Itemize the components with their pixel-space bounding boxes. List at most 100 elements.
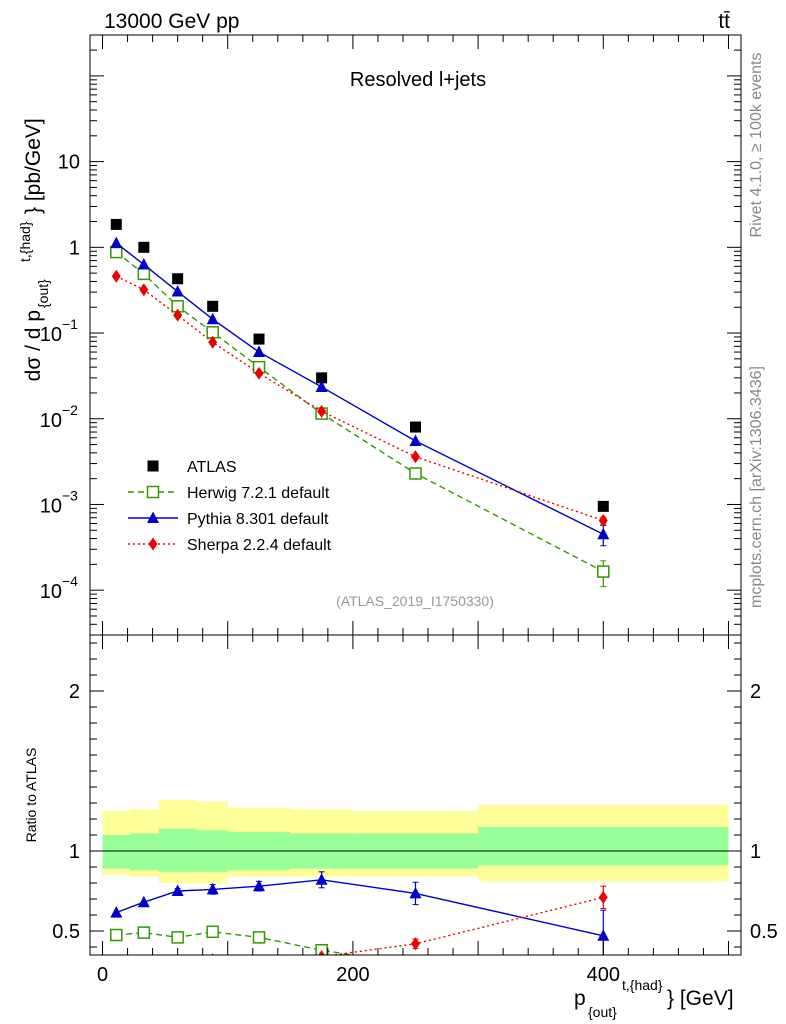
series-2-ratio-point xyxy=(253,879,266,892)
ratio-band-inner xyxy=(158,828,197,872)
ratio-band-inner xyxy=(102,835,131,869)
series-1-ratio-point xyxy=(252,931,266,944)
series-3-point xyxy=(111,269,121,283)
series-0-point xyxy=(597,500,609,512)
y-tick-label: 10 xyxy=(40,495,62,517)
ratio-band-inner xyxy=(130,833,159,871)
energy-label: 13000 GeV pp xyxy=(104,10,239,33)
series-2-point xyxy=(137,258,150,270)
series-2-point xyxy=(206,312,219,325)
y-tick-label: 10 xyxy=(40,410,62,432)
series-3-ratio-point xyxy=(598,890,608,904)
ratio-y-tick-label: 1 xyxy=(69,841,80,863)
series-3-ratio-point xyxy=(318,950,325,955)
ratio-y-tick-label: 0.5 xyxy=(52,921,80,943)
series-3-point xyxy=(317,404,327,418)
series-3-ratio-point xyxy=(255,957,264,970)
legend-entry: Sherpa 2.2.4 default xyxy=(128,537,332,554)
series-2-point xyxy=(171,285,184,297)
series-3-ratio-point xyxy=(112,965,121,978)
x-tick-label: 0 xyxy=(97,964,108,986)
ratio-y-tick-label: 2 xyxy=(69,681,80,703)
series-2-point xyxy=(253,345,266,358)
series-2-ratio-point xyxy=(206,882,219,895)
series-2-point xyxy=(597,527,610,540)
legend-entry: Pythia 8.301 default xyxy=(128,511,329,528)
ratio-frame xyxy=(89,634,742,956)
y-tick-exponent: −1 xyxy=(62,316,78,332)
series-3-point xyxy=(173,308,183,322)
series-3-main xyxy=(111,269,608,528)
series-2-point xyxy=(110,236,123,249)
series-1-point xyxy=(597,565,610,578)
legend-label: ATLAS xyxy=(187,459,237,476)
legend-marker xyxy=(146,485,160,499)
legend: ATLAS Herwig 7.2.1 default Pythia 8.301 de… xyxy=(128,459,332,554)
series-3-point xyxy=(411,450,420,464)
series-2-ratio-point xyxy=(137,895,150,908)
main-y-axis-label: dσ / d p {out} t,{had} } [pb/GeV] xyxy=(17,118,51,381)
mcplots-label: mcplots.cern.ch [arXiv:1306.3436] xyxy=(748,366,765,608)
y-tick-label: 10 xyxy=(40,581,62,603)
series-1-point xyxy=(110,245,123,259)
rivet-version-label: Rivet 4.1.0, ≥ 100k events xyxy=(748,53,765,238)
legend-entry: Herwig 7.2.1 default xyxy=(128,485,330,502)
main-ylabel-sub: {out} xyxy=(35,279,51,308)
series-1-main xyxy=(110,245,610,588)
y-tick-exponent: −3 xyxy=(62,487,78,503)
y-tick-label: 10 xyxy=(40,324,62,346)
ratio-y-tick-label-right: 0.5 xyxy=(750,921,778,943)
series-1-ratio-point xyxy=(137,926,151,939)
series-2-ratio-line xyxy=(116,879,604,937)
series-2-ratio-point xyxy=(597,929,610,941)
xlabel-sup: t,{had} xyxy=(622,977,663,993)
ratio-y-tick-label-right: 2 xyxy=(750,681,761,703)
series-1-point xyxy=(137,267,151,281)
main-ylabel-sup: t,{had} xyxy=(17,221,33,262)
series-0-point xyxy=(110,218,122,230)
legend-label: Pythia 8.301 default xyxy=(187,511,329,528)
series-3-ratio-point xyxy=(139,960,148,973)
legend-label: Sherpa 2.2.4 default xyxy=(187,537,332,554)
series-1-point xyxy=(409,467,422,480)
series-2-ratio xyxy=(110,871,610,955)
series-1-ratio-point xyxy=(171,931,184,944)
series-3-point xyxy=(598,514,608,528)
series-3-point xyxy=(208,335,218,349)
y-tick-label: 1 xyxy=(69,237,80,259)
x-tick-label: 400 xyxy=(587,964,620,986)
legend-marker xyxy=(148,537,158,551)
y-tick-label: 10 xyxy=(58,152,80,174)
series-1-ratio xyxy=(110,925,421,970)
ratio-y-tick-label-right: 1 xyxy=(750,841,761,863)
legend-marker xyxy=(147,460,159,472)
main-ylabel-tail: } [pb/GeV] xyxy=(22,118,45,214)
main-ylabel-text: dσ / d p xyxy=(22,310,45,381)
series-3-main-line xyxy=(115,275,604,522)
y-tick-exponent: −4 xyxy=(62,573,78,589)
chart-title: Resolved l+jets xyxy=(350,69,486,91)
ratio-y-axis-label: Ratio to ATLAS xyxy=(23,748,39,843)
analysis-reference: (ATLAS_2019_I1750330) xyxy=(336,593,494,609)
series-3-ratio-point xyxy=(411,937,420,951)
series-3-ratio-line xyxy=(328,896,604,955)
x-tick-label: 200 xyxy=(336,964,369,986)
legend-label: Herwig 7.2.1 default xyxy=(187,485,330,502)
series-3-point xyxy=(254,366,264,380)
xlabel-main: p xyxy=(574,987,586,1010)
series-1-ratio-point xyxy=(206,925,219,939)
series-2-ratio-point xyxy=(315,873,328,885)
series-3-point xyxy=(139,283,149,297)
series-2-ratio-point xyxy=(110,906,123,918)
ratio-axis-ticks: 0 200 400 0.5 0.5 1 1 2 2 xyxy=(52,635,778,986)
series-3-ratio xyxy=(112,885,608,978)
series-1-ratio-point xyxy=(410,959,421,970)
series-3-ratio-point xyxy=(173,957,182,970)
series-0-point xyxy=(410,421,421,433)
series-1-ratio-point xyxy=(315,943,328,955)
y-tick-exponent: −2 xyxy=(62,402,78,418)
process-label: tt̄ xyxy=(718,10,730,33)
